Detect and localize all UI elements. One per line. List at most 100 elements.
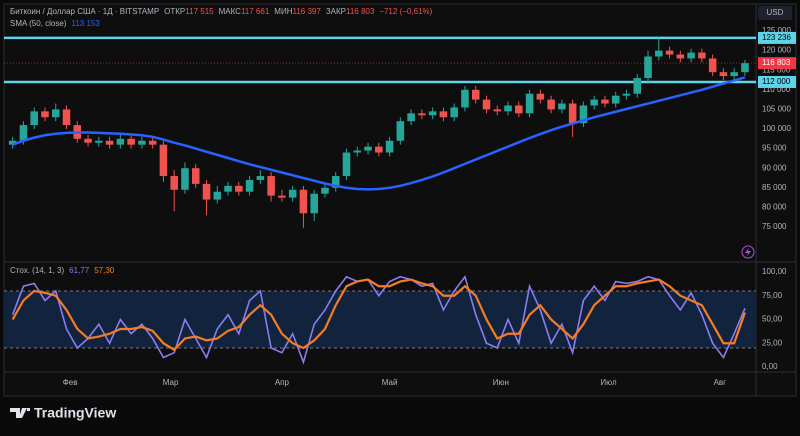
header-part: ОТКР bbox=[164, 7, 185, 16]
y-tick-label: 90 000 bbox=[762, 163, 787, 172]
header-part: 117 515 bbox=[185, 7, 214, 16]
candle-body bbox=[611, 95, 620, 104]
candle-body bbox=[590, 99, 598, 106]
candle-body bbox=[482, 99, 491, 110]
y-tick-label: 100,00 bbox=[762, 267, 787, 276]
level-tag-label: 112 000 bbox=[762, 77, 791, 86]
header-part: Биткоин / Доллар США · 1Д · BITSTAMP bbox=[10, 7, 159, 16]
brand: TradingView bbox=[34, 405, 116, 421]
candle-body bbox=[547, 99, 555, 110]
stoch-value: 61,77 bbox=[69, 266, 90, 275]
candle-body bbox=[256, 176, 265, 180]
sma-name: SMA (50, close) bbox=[10, 19, 67, 28]
candle-body bbox=[375, 146, 383, 153]
candle-body bbox=[439, 111, 448, 118]
candle-body bbox=[62, 109, 71, 126]
header-part: МИН bbox=[274, 7, 292, 16]
y-tick-label: 75 000 bbox=[762, 222, 787, 231]
candle-body bbox=[418, 113, 426, 116]
logo: TradingView bbox=[10, 405, 116, 421]
candle-body bbox=[8, 140, 17, 145]
candle-body bbox=[321, 187, 329, 194]
sma-value: 113 153 bbox=[71, 19, 100, 28]
candle-body bbox=[84, 138, 92, 143]
y-tick-label: 115 000 bbox=[762, 65, 791, 74]
candle-body bbox=[515, 105, 523, 114]
candle-body bbox=[655, 50, 663, 57]
candle-body bbox=[698, 52, 706, 59]
candle-body bbox=[687, 52, 695, 59]
x-tick-label: Май bbox=[382, 378, 398, 387]
candle-body bbox=[353, 150, 362, 153]
candle-body bbox=[202, 183, 211, 200]
candle-body bbox=[461, 89, 469, 108]
candle-body bbox=[396, 121, 405, 141]
candle-body bbox=[41, 111, 49, 118]
candle-body bbox=[148, 140, 157, 145]
candle-body bbox=[181, 168, 189, 190]
candle-body bbox=[676, 54, 685, 59]
candle-body bbox=[267, 176, 275, 196]
candle-body bbox=[719, 72, 728, 77]
candle-body bbox=[385, 140, 394, 153]
candle-body bbox=[213, 191, 222, 200]
candle-body bbox=[579, 105, 588, 124]
candle-body bbox=[116, 138, 125, 145]
candle-body bbox=[730, 72, 738, 77]
currency[interactable]: USD bbox=[767, 8, 784, 17]
candle-body bbox=[245, 179, 254, 192]
y-tick-label: 120 000 bbox=[762, 46, 791, 55]
y-tick-label: 75,00 bbox=[762, 291, 783, 300]
candle-body bbox=[708, 58, 717, 73]
y-tick-label: 85 000 bbox=[762, 183, 787, 192]
header: Биткоин / Доллар США · 1Д · BITSTAMP ОТКР… bbox=[10, 7, 433, 16]
candle-body bbox=[224, 185, 232, 192]
candle-body bbox=[471, 89, 480, 100]
candle-body bbox=[601, 99, 609, 104]
stoch-band bbox=[4, 290, 756, 348]
candle-body bbox=[331, 176, 340, 188]
level-tag-label: 123 236 bbox=[762, 33, 791, 42]
level-tag bbox=[758, 75, 796, 88]
currency-box[interactable] bbox=[758, 6, 792, 20]
header-part: МАКС bbox=[219, 7, 242, 16]
candle-body bbox=[407, 113, 415, 122]
x-tick-label: Мар bbox=[163, 378, 179, 387]
candle-body bbox=[428, 111, 437, 116]
x-tick-label: Июн bbox=[493, 378, 509, 387]
x-tick-label: Апр bbox=[275, 378, 290, 387]
candle-body bbox=[644, 56, 652, 79]
candle-body bbox=[536, 93, 545, 100]
y-tick-label: 0,00 bbox=[762, 362, 778, 371]
header-part: −712 (−0,61%) bbox=[379, 7, 432, 16]
candle-body bbox=[138, 140, 146, 145]
lightning-glyph bbox=[745, 248, 751, 256]
last-price-tag bbox=[758, 57, 796, 70]
candle-body bbox=[170, 176, 178, 190]
logo-mark bbox=[10, 408, 30, 418]
candle-body bbox=[278, 195, 286, 198]
candle-body bbox=[191, 168, 200, 184]
x-tick-label: Авг bbox=[714, 378, 727, 387]
stoch-legend: Стох. (14, 1, 3) 61,77 57,30 bbox=[10, 266, 115, 275]
candle-body bbox=[30, 111, 38, 126]
candle-body bbox=[19, 125, 28, 141]
candle-body bbox=[493, 109, 502, 112]
candle-body bbox=[665, 50, 674, 55]
x-tick-label: Июл bbox=[600, 378, 617, 387]
stoch-title: Стох. (14, 1, 3) bbox=[10, 266, 65, 275]
stoch-value: 57,30 bbox=[94, 266, 115, 275]
stoch-line bbox=[11, 274, 746, 365]
lightning-icon[interactable] bbox=[741, 245, 755, 259]
header-part: 117 661 bbox=[241, 7, 270, 16]
stoch-line bbox=[11, 278, 746, 352]
candle-body bbox=[622, 93, 631, 96]
y-tick-label: 105 000 bbox=[762, 105, 791, 114]
candle-body bbox=[51, 109, 60, 118]
y-tick-label: 95 000 bbox=[762, 144, 787, 153]
header-part: ЗАКР bbox=[326, 7, 346, 16]
candle-body bbox=[159, 144, 168, 177]
y-tick-label: 110 000 bbox=[762, 85, 791, 94]
header-part: 116 803 bbox=[346, 7, 375, 16]
